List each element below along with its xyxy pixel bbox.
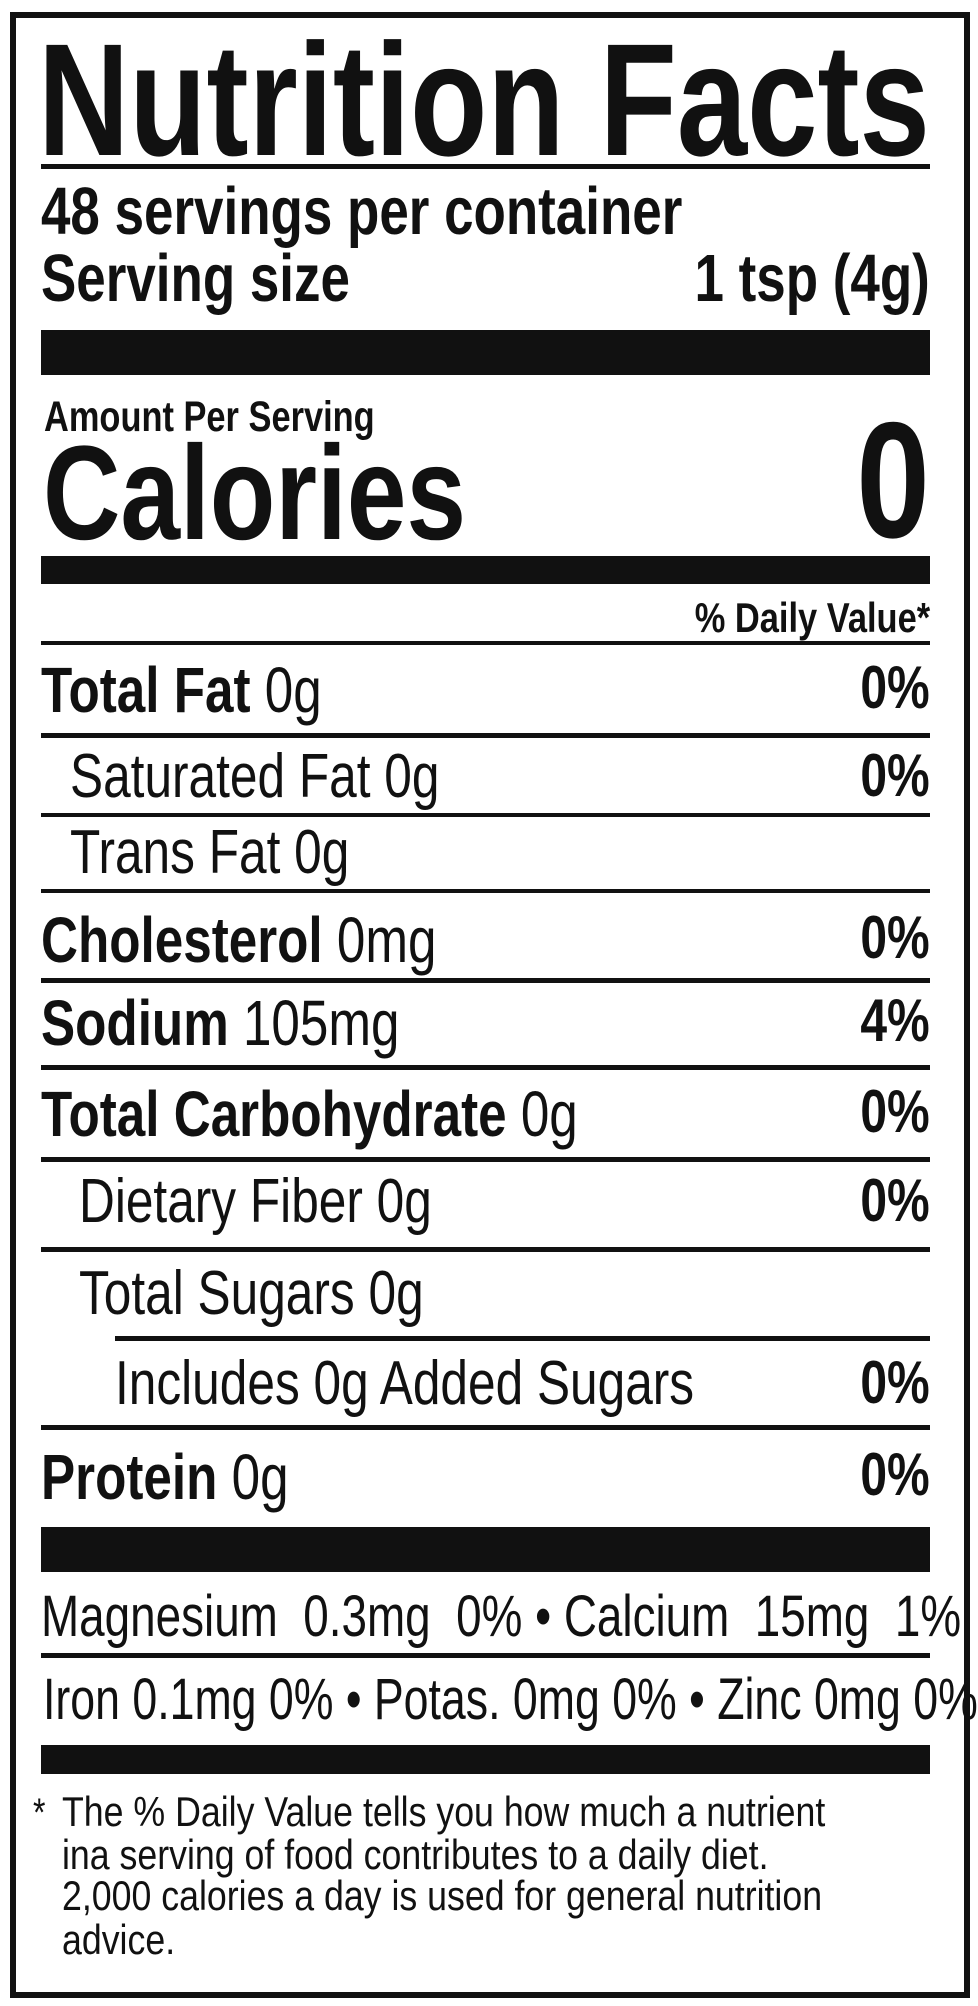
nutrient-added-sugars: Includes 0g Added Sugars [115, 1349, 695, 1418]
nutrient-total-sugars: Total Sugars 0g [79, 1259, 424, 1328]
footnote-line: advice. [62, 1916, 176, 1963]
dv-total-fat: 0% [860, 654, 930, 721]
footnote-line: ina serving of food contributes to a dai… [62, 1831, 769, 1878]
calories-label: Calories [43, 419, 467, 568]
footnote-asterisk: * [33, 1791, 46, 1835]
nutrient-sodium: Sodium 105mg [41, 987, 400, 1059]
vitamins-line-1: Magnesium 0.3mg 0% • Calcium 15mg 1% [41, 1584, 962, 1649]
divider [41, 1247, 930, 1252]
label-border [10, 12, 970, 1998]
nutrient-total-carbohydrate: Total Carbohydrate 0g [41, 1078, 578, 1150]
medium-bar [41, 556, 930, 584]
dv-cholesterol: 0% [860, 904, 930, 971]
thick-bar [41, 330, 930, 375]
thick-bar [41, 1527, 930, 1572]
serving-size-value: 1 tsp (4g) [694, 241, 930, 316]
serving-size-label: Serving size [41, 241, 350, 316]
nutrient-cholesterol: Cholesterol 0mg [41, 904, 437, 976]
nutrient-protein: Protein 0g [41, 1441, 289, 1513]
dv-added-sugars: 0% [860, 1349, 930, 1416]
divider [41, 889, 930, 893]
divider [41, 1653, 930, 1658]
servings-per-container: 48 servings per container [41, 174, 683, 249]
calories-value: 0 [856, 388, 930, 572]
divider [41, 641, 930, 645]
divider [41, 733, 930, 738]
nutrient-dietary-fiber: Dietary Fiber 0g [79, 1167, 432, 1236]
dv-dietary-fiber: 0% [860, 1167, 930, 1234]
divider [41, 164, 930, 169]
dv-saturated-fat: 0% [860, 742, 930, 809]
dv-total-carbohydrate: 0% [860, 1078, 930, 1145]
divider [41, 1425, 930, 1430]
nutrient-total-fat: Total Fat 0g [41, 654, 322, 726]
daily-value-header: % Daily Value* [694, 594, 930, 641]
divider [41, 1065, 930, 1070]
divider [41, 813, 930, 817]
nutrient-saturated-fat: Saturated Fat 0g [70, 742, 440, 811]
label-title: Nutrition Facts [38, 10, 930, 189]
footnote-line: The % Daily Value tells you how much a n… [62, 1788, 826, 1835]
divider [115, 1336, 930, 1341]
medium-bar [41, 1745, 930, 1774]
nutrient-trans-fat: Trans Fat 0g [70, 818, 350, 887]
divider [41, 978, 930, 983]
amount-per-serving: Amount Per Serving [44, 393, 375, 441]
footnote-line: 2,000 calories a day is used for general… [62, 1872, 823, 1919]
dv-protein: 0% [860, 1441, 930, 1508]
vitamins-line-2: Iron 0.1mg 0% • Potas. 0mg 0% • Zinc 0mg… [43, 1667, 978, 1732]
dv-sodium: 4% [860, 987, 930, 1054]
divider [41, 1157, 930, 1162]
